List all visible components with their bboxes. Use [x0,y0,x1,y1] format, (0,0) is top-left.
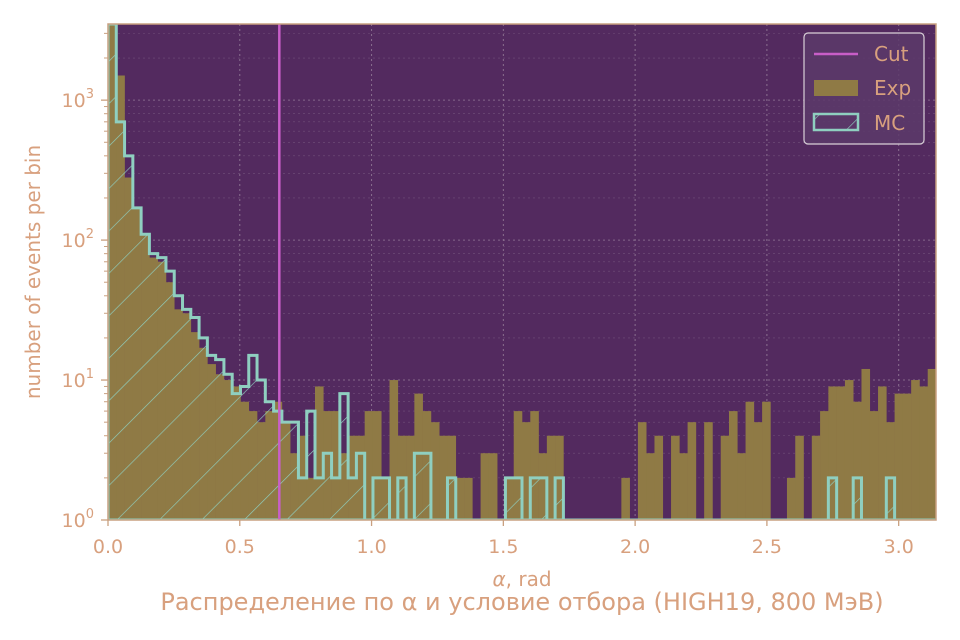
exp-bar [439,435,448,520]
exp-bar [836,386,846,520]
exp-bar [530,411,539,520]
legend-mc-swatch [812,112,860,132]
exp-bar [894,393,904,520]
exp-bar [513,411,523,520]
exp-bar [753,422,763,520]
exp-bar [944,380,953,520]
x-tick-label: 1.5 [488,536,518,558]
exp-bar [861,368,871,520]
exp-bar [546,435,556,520]
exp-bar [927,368,936,520]
exp-bar [795,435,804,520]
exp-bar [654,435,664,520]
y-tick-label: 102 [62,227,94,252]
y-axis-label: number of events per bin [21,145,45,399]
exp-bar [853,401,862,520]
exp-bar [679,453,688,520]
exp-bar [720,435,730,520]
exp-bar [828,386,837,520]
exp-bar [522,422,531,520]
x-tick-label: 0.5 [225,536,255,558]
legend-mc-label: MC [874,111,905,135]
exp-bar [372,411,382,520]
exp-bar [919,386,929,520]
exp-bar [953,369,960,520]
legend-exp-swatch [814,80,858,96]
exp-bar [844,380,854,520]
exp-bar [878,386,887,520]
exp-bar [331,411,341,520]
exp-bar [811,435,821,520]
exp-bar [406,435,415,520]
x-axis-label: α, rad [492,567,551,591]
y-axis-ticks: 100 101 102 103 [62,32,108,532]
mc-step-histogram [108,24,936,520]
x-tick-label: 2.5 [752,536,782,558]
exp-bar [455,477,465,520]
exp-bar [786,477,796,520]
exp-bar [762,401,771,520]
x-tick-label: 2.0 [620,536,650,558]
exp-bar [480,453,490,520]
y-tick-label: 103 [62,87,94,112]
mc-series [108,24,936,520]
exp-bar [389,380,399,520]
exp-bar [737,453,746,520]
exp-bar [902,393,912,520]
chart-title: Распределение по α и условие отбора (HIG… [160,588,883,616]
exp-bar [911,380,920,520]
exp-bar [704,422,713,520]
axis-frame [107,23,937,521]
exp-bar [488,453,498,520]
y-tick-label: 101 [62,367,94,392]
exp-bar [315,386,324,520]
x-tick-label: 3.0 [884,536,914,558]
exp-bar [671,435,680,520]
exp-bar [430,422,440,520]
exp-bar [646,453,655,520]
exp-bar [729,411,738,520]
exp-bar [464,477,473,520]
x-axis-ticks: 0.0 0.5 1.0 1.5 2.0 2.5 3.0 [93,520,914,558]
x-tick-label: 0.0 [93,536,123,558]
exp-bar [869,411,879,520]
exp-bar [637,422,647,520]
legend-exp-label: Exp [874,76,911,100]
legend-cut-label: Cut [874,42,909,66]
exp-bar [621,477,630,520]
legend: Cut Exp MC [803,32,925,145]
exp-bar [687,422,697,520]
exp-bar [364,411,374,520]
exp-bar [936,402,945,520]
exp-bar [886,422,895,520]
x-tick-label: 1.0 [356,536,386,558]
exp-bar [745,401,755,520]
exp-bar [820,411,829,520]
y-tick-label: 100 [62,507,94,532]
